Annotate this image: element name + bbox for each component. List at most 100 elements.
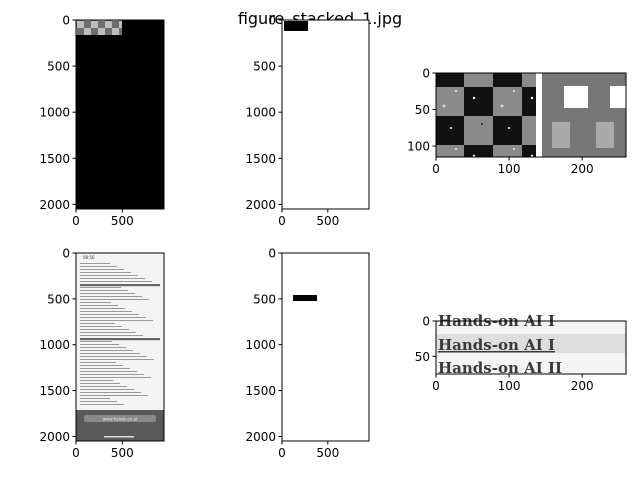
document-line — [80, 383, 120, 384]
y-tick-label: 2000 — [39, 198, 70, 212]
thumb-row-text: Hands-on AI I — [438, 336, 555, 354]
black-rectangle — [284, 21, 308, 31]
y-tick-label: 1000 — [245, 338, 276, 352]
panel-image — [282, 20, 369, 209]
document-line — [80, 359, 154, 360]
document-line — [80, 395, 148, 396]
axes-frame — [281, 252, 370, 442]
home-indicator — [104, 436, 134, 438]
document-line — [80, 320, 153, 321]
document-line — [80, 380, 113, 381]
document-line — [80, 377, 151, 378]
y-tick-label: 0 — [62, 14, 70, 28]
document-line — [80, 290, 128, 291]
document-line — [80, 266, 117, 267]
panel-bottom-right: Hands-on AI I Hands-on AI I Hands-on AI … — [415, 312, 627, 393]
y-tick-label: 1000 — [39, 106, 70, 120]
y-tick-label: 50 — [415, 350, 430, 364]
document-line — [80, 365, 123, 366]
panel-image — [282, 253, 369, 441]
document-line — [80, 308, 125, 309]
document-line — [80, 371, 137, 372]
document-line — [80, 311, 132, 312]
url-text: www.hands-on.ai — [103, 417, 137, 422]
y-tick-label: 2000 — [39, 430, 70, 444]
x-tick-label: 0 — [432, 162, 440, 176]
document-line — [80, 326, 122, 327]
document-line — [80, 338, 160, 341]
y-tick-label: 500 — [47, 292, 70, 306]
document-line — [80, 368, 130, 369]
document-line — [80, 374, 144, 375]
axes-frame — [75, 19, 165, 210]
y-tick-label: 500 — [47, 60, 70, 74]
y-tick-label: 50 — [415, 103, 430, 117]
document-line — [80, 356, 147, 357]
document-line — [80, 386, 127, 387]
y-tick-label: 1500 — [245, 152, 276, 166]
thumb-row-text: Hands-on AI II — [438, 359, 562, 377]
document-line — [80, 284, 160, 287]
axes-frame — [75, 252, 165, 442]
document-lines — [80, 263, 160, 405]
document-line — [80, 404, 124, 405]
document-line — [80, 272, 131, 273]
document-line — [80, 314, 139, 315]
x-tick-label: 500 — [111, 446, 134, 460]
x-tick-label: 500 — [111, 214, 134, 228]
document-line — [80, 323, 115, 324]
y-tick-label: 500 — [253, 292, 276, 306]
panel-bottom-left: 08:56 www.hands-on.ai 0 500 0 500 1000 1500 20… — [39, 247, 165, 460]
document-line — [80, 353, 140, 354]
phone-status-time: 08:56 — [83, 255, 95, 260]
y-tick-label: 0 — [268, 247, 276, 261]
url-bar — [84, 415, 156, 422]
x-tick-label: 0 — [432, 379, 440, 393]
document-line — [80, 344, 119, 345]
y-tick-label: 2000 — [245, 430, 276, 444]
x-tick-label: 100 — [498, 379, 521, 393]
axes-frame — [435, 320, 627, 375]
y-tick-label: 1500 — [39, 384, 70, 398]
black-bar — [293, 295, 317, 301]
document-line — [80, 401, 117, 402]
document-line — [80, 296, 142, 297]
y-tick-label: 1500 — [245, 384, 276, 398]
white-square — [610, 86, 626, 108]
highlight-row — [436, 334, 626, 353]
document-line — [80, 305, 118, 306]
panel-top-left: 0 500 0 500 1000 1500 2000 — [39, 14, 165, 228]
x-tick-label: 0 — [72, 446, 80, 460]
y-tick-label: 2000 — [245, 198, 276, 212]
y-tick-label: 500 — [253, 60, 276, 74]
y-tick-label: 100 — [407, 140, 430, 154]
x-tick-label: 0 — [72, 214, 80, 228]
y-tick-label: 0 — [268, 14, 276, 28]
panel-top-middle: 0 500 0 500 1000 1500 2000 — [245, 14, 370, 228]
document-line — [80, 392, 141, 393]
x-tick-label: 0 — [278, 214, 286, 228]
document-line — [80, 329, 129, 330]
document-line — [80, 389, 134, 390]
checker-strip — [76, 20, 122, 35]
document-line — [80, 287, 121, 288]
y-tick-label: 1500 — [39, 152, 70, 166]
document-line — [80, 299, 149, 300]
document-line — [80, 362, 116, 363]
panel-bottom-middle: 0 500 0 500 1000 1500 2000 — [245, 247, 370, 460]
document-line — [80, 350, 133, 351]
x-tick-label: 0 — [278, 446, 286, 460]
noisy-checkerboard — [436, 73, 536, 157]
x-tick-label: 500 — [316, 446, 339, 460]
document-line — [80, 275, 138, 276]
y-tick-label: 0 — [422, 67, 430, 81]
document-line — [80, 332, 136, 333]
white-square — [564, 86, 588, 108]
document-line — [80, 347, 126, 348]
divider-strip — [536, 73, 542, 157]
document-line — [80, 269, 124, 270]
axes-frame — [435, 72, 627, 158]
x-tick-label: 500 — [316, 214, 339, 228]
